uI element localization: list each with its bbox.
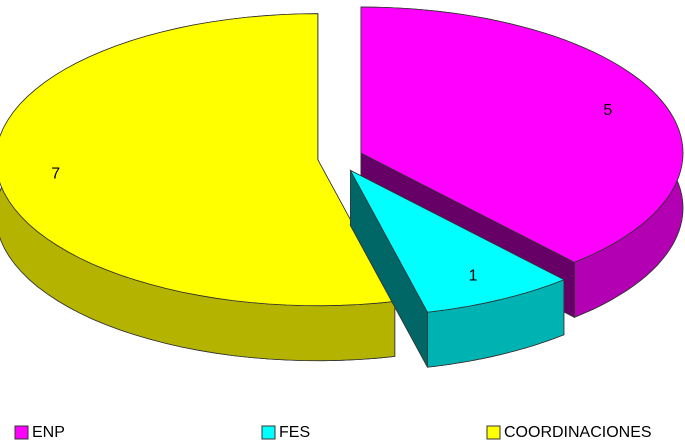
legend-swatch — [261, 425, 276, 440]
data-label: 5 — [603, 102, 612, 119]
slice — [360, 6, 684, 263]
slice — [0, 13, 396, 307]
pie: 5 1 7 — [0, 6, 684, 368]
legend-label: COORDINACIONES — [504, 424, 652, 441]
slice — [349, 169, 565, 313]
legend-swatch — [486, 425, 501, 440]
data-label: 7 — [51, 165, 60, 182]
legend-label: FES — [279, 424, 310, 441]
legend: ENP FES COORDINACIONES — [14, 424, 652, 441]
legend-label: ENP — [32, 424, 65, 441]
data-label: 1 — [469, 268, 478, 285]
legend-swatch — [14, 425, 29, 440]
